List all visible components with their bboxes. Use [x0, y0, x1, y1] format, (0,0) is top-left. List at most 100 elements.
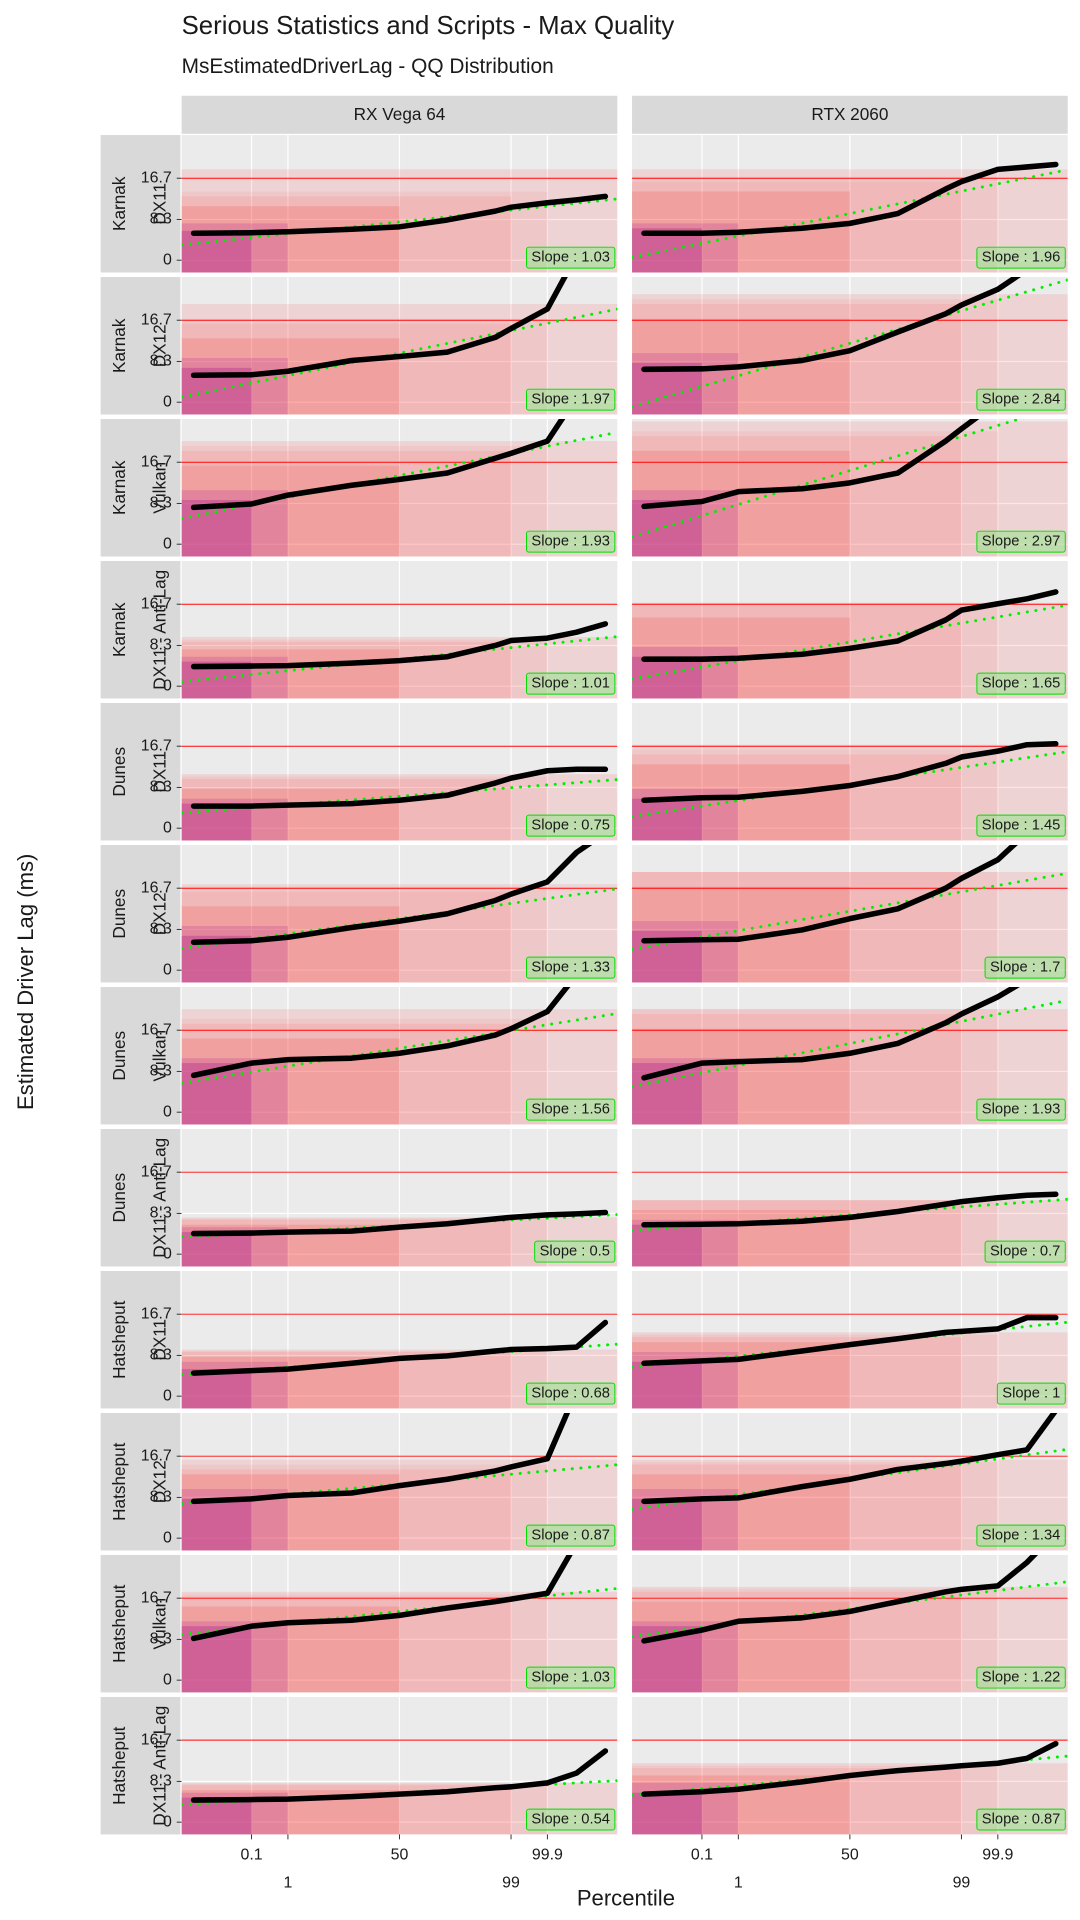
y-tick-label: 8.3 [150, 211, 172, 228]
slope-label-group: Slope : 1.03 [525, 1666, 616, 1689]
qq-curve [641, 1740, 1059, 1797]
fit-line [632, 1580, 1068, 1638]
qq-curve [190, 621, 609, 670]
y-tick-label: 0 [163, 961, 172, 978]
band [632, 500, 702, 557]
chart-subtitle: MsEstimatedDriverLag - QQ Distribution [182, 55, 554, 78]
row-api-label: Vulkan [149, 1030, 169, 1082]
qq-curve [190, 419, 566, 511]
band [181, 649, 400, 699]
slope-label-group: Slope : 1.45 [976, 814, 1066, 837]
slope-label: Slope : 1.93 [531, 534, 610, 550]
slope-label-box [996, 1382, 1066, 1405]
slope-label-box [525, 388, 616, 411]
y-tick-label: 0 [163, 677, 172, 694]
y-tick-label: 8.3 [150, 1773, 172, 1790]
panel-plot [181, 987, 618, 1125]
row-strip [100, 135, 181, 273]
slope-label-group: Slope : 1.7 [984, 956, 1066, 979]
y-tick-label: 8.3 [150, 1063, 172, 1080]
y-tick-label: 16.7 [141, 879, 172, 896]
slope-label-box [525, 1666, 616, 1689]
band [181, 1596, 512, 1693]
y-tick-label: 16.7 [141, 1021, 172, 1038]
band [181, 642, 512, 699]
row-strip [100, 419, 181, 557]
panel-plot [632, 589, 1068, 699]
slope-label: Slope : 1.01 [531, 676, 610, 692]
qq-curve [190, 193, 609, 236]
slope-label-box [976, 672, 1066, 695]
column-label: RTX 2060 [811, 104, 888, 124]
slope-label-group: Slope : 0.87 [976, 1808, 1066, 1831]
row-api-label: DX11 [149, 183, 169, 225]
band [632, 1591, 962, 1693]
slope-label: Slope : 1.7 [990, 960, 1060, 976]
slope-label-group: Slope : 0.75 [525, 814, 616, 837]
band [181, 206, 400, 273]
qq-curve [190, 1209, 609, 1237]
y-tick-label: 8.3 [150, 1489, 172, 1506]
slope-label-group: Slope : 0.68 [525, 1382, 616, 1405]
band [181, 1498, 252, 1551]
band [632, 1028, 850, 1125]
fit-line [632, 278, 1068, 409]
x-tick-label: 99.9 [982, 1847, 1013, 1864]
slope-label: Slope : 2.97 [982, 534, 1061, 550]
fit-line [181, 197, 618, 247]
row-api-label: DX11 - Anti-Lag [149, 570, 169, 690]
band [632, 656, 702, 699]
row-strip [100, 703, 181, 841]
row-game-label: Karnak [109, 176, 129, 231]
qq-curve [190, 1748, 609, 1803]
x-tick-label: 0.1 [691, 1847, 713, 1864]
slope-label-group: Slope : 1.34 [976, 1524, 1066, 1547]
slope-label-box [984, 1240, 1066, 1263]
y-tick-label: 16.7 [141, 1163, 172, 1180]
y-tick-label: 16.7 [141, 453, 172, 470]
y-tick-label: 8.3 [150, 495, 172, 512]
slope-label-group: Slope : 1.65 [976, 672, 1066, 695]
band [632, 646, 739, 699]
panel-plot [632, 277, 1068, 415]
band [181, 891, 512, 983]
slope-label: Slope : 0.87 [531, 1528, 610, 1544]
y-tick-label: 16.7 [141, 737, 172, 754]
panel-plot [632, 1412, 1068, 1551]
qq-curve [641, 589, 1059, 662]
row-game-label: Hatsheput [109, 1584, 129, 1663]
slope-label-box [525, 246, 616, 269]
slope-label: Slope : 0.7 [990, 1244, 1060, 1260]
qq-curve [641, 845, 1018, 944]
band [181, 1023, 512, 1125]
slope-label: Slope : 1.97 [531, 392, 610, 408]
qq-curve [190, 1412, 571, 1505]
band [181, 318, 548, 415]
fit-line [181, 887, 618, 950]
row-api-label: Vulkan [149, 462, 169, 514]
y-tick-label: 8.3 [150, 921, 172, 938]
panel-plot [181, 419, 618, 557]
y-tick-label: 16.7 [141, 1731, 172, 1748]
chart-title: Serious Statistics and Scripts - Max Qua… [182, 12, 675, 40]
x-tick-label: 99.9 [532, 1847, 563, 1864]
band [181, 465, 400, 557]
y-tick-label: 0 [163, 1813, 172, 1830]
slope-label-group: Slope : 1.93 [525, 530, 616, 553]
column-strip [181, 95, 618, 134]
x-tick-label: 1 [283, 1875, 292, 1892]
x-tick-label: 99 [502, 1875, 520, 1892]
slope-label-box [976, 388, 1066, 411]
row-strip [100, 1270, 181, 1409]
y-tick-label: 8.3 [150, 1347, 172, 1364]
slope-label: Slope : 0.54 [531, 1812, 610, 1828]
x-tick-label: 99 [953, 1875, 971, 1892]
slope-label: Slope : 1.65 [982, 676, 1061, 692]
qq-curve [641, 1554, 1039, 1644]
row-game-label: Dunes [109, 1173, 129, 1223]
slope-label: Slope : 1.22 [982, 1670, 1061, 1686]
band [181, 358, 288, 415]
row-strip [100, 1554, 181, 1693]
